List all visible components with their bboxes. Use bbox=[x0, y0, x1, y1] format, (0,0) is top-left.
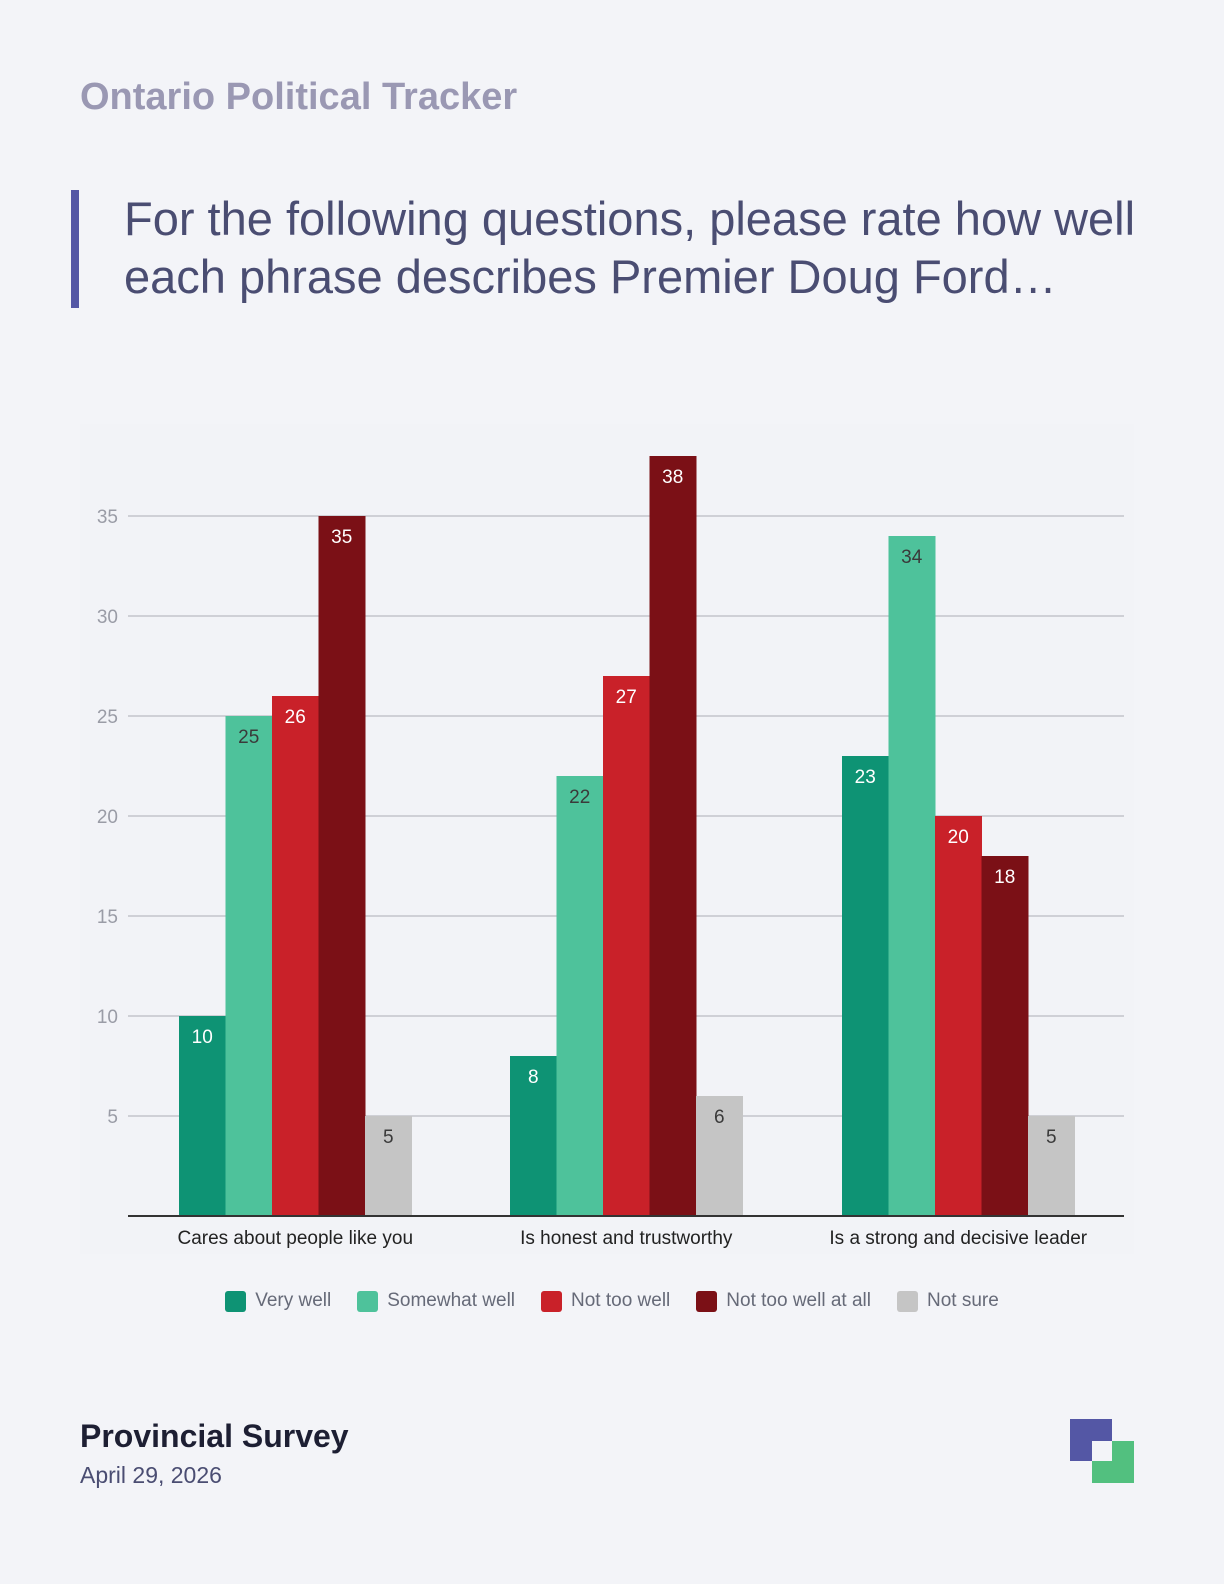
bar bbox=[981, 856, 1029, 1216]
legend-item: Not too well at all bbox=[696, 1290, 871, 1312]
bar bbox=[1028, 1116, 1075, 1216]
bar bbox=[842, 756, 889, 1216]
legend-item: Not sure bbox=[896, 1290, 999, 1312]
legend-item: Very well bbox=[225, 1290, 331, 1312]
bar bbox=[365, 1116, 412, 1216]
survey-question: For the following questions, please rate… bbox=[124, 192, 1136, 303]
bar bbox=[272, 696, 319, 1216]
data-label: 26 bbox=[285, 707, 306, 728]
bar bbox=[888, 536, 936, 1216]
bar bbox=[649, 456, 697, 1216]
chart-panel: 5 10 15 20 25 30 35 10 25 26 35 5 Cares about people… bbox=[80, 424, 1134, 1254]
data-label: 27 bbox=[616, 687, 637, 708]
question-accent-bar bbox=[71, 190, 79, 308]
legend-swatch bbox=[357, 1290, 379, 1312]
y-tick-label: 10 bbox=[97, 1007, 118, 1028]
x-tick-label: Is honest and trustworthy bbox=[520, 1228, 733, 1249]
data-label: 8 bbox=[528, 1067, 539, 1088]
bar bbox=[603, 676, 650, 1216]
data-label: 18 bbox=[994, 867, 1015, 888]
data-label: 23 bbox=[855, 767, 876, 788]
data-label: 38 bbox=[662, 467, 683, 488]
bar bbox=[179, 1016, 226, 1216]
legend-label: Not sure bbox=[926, 1290, 999, 1311]
legend-item: Not too well bbox=[541, 1290, 670, 1312]
bar bbox=[556, 776, 604, 1216]
footer-date: April 29, 2026 bbox=[80, 1462, 222, 1488]
legend-swatch bbox=[896, 1290, 918, 1312]
x-tick-label: Cares about people like you bbox=[177, 1228, 413, 1249]
legend-label: Not too well bbox=[571, 1290, 671, 1311]
legend-swatch bbox=[225, 1290, 247, 1312]
y-tick-label: 25 bbox=[97, 707, 118, 728]
data-label: 5 bbox=[383, 1127, 394, 1148]
page-header-title: Ontario Political Tracker bbox=[80, 76, 518, 118]
x-tick-label: Is a strong and decisive leader bbox=[829, 1228, 1087, 1249]
data-label: 20 bbox=[948, 827, 969, 848]
data-label: 5 bbox=[1046, 1127, 1057, 1148]
chart-legend: Very well Somewhat well Not too well Not to… bbox=[0, 1290, 1224, 1312]
data-label: 35 bbox=[331, 527, 352, 548]
y-tick-label: 5 bbox=[107, 1107, 118, 1128]
data-label: 10 bbox=[192, 1027, 213, 1048]
bar bbox=[696, 1096, 743, 1216]
legend-label: Very well bbox=[255, 1290, 332, 1311]
bar-chart: 5 10 15 20 25 30 35 10 25 26 35 5 Cares about people… bbox=[97, 456, 1124, 1249]
bar bbox=[935, 816, 982, 1216]
bar bbox=[318, 516, 366, 1216]
y-tick-label: 15 bbox=[97, 907, 118, 928]
bar bbox=[225, 716, 273, 1216]
data-label: 34 bbox=[901, 547, 923, 568]
y-tick-label: 35 bbox=[97, 507, 118, 528]
legend-swatch bbox=[696, 1290, 718, 1312]
y-tick-label: 30 bbox=[97, 607, 118, 628]
data-label: 25 bbox=[238, 727, 259, 748]
data-label: 22 bbox=[569, 787, 590, 808]
brand-squares-icon bbox=[1070, 1419, 1134, 1483]
legend-label: Somewhat well bbox=[387, 1290, 516, 1311]
logo-square-gap bbox=[1092, 1441, 1112, 1461]
legend-item: Somewhat well bbox=[357, 1290, 515, 1312]
legend-label: Not too well at all bbox=[726, 1290, 871, 1311]
bar bbox=[510, 1056, 557, 1216]
data-label: 6 bbox=[714, 1107, 725, 1128]
legend-swatch bbox=[541, 1290, 563, 1312]
y-tick-label: 20 bbox=[97, 807, 118, 828]
footer-title: Provincial Survey bbox=[80, 1418, 349, 1454]
